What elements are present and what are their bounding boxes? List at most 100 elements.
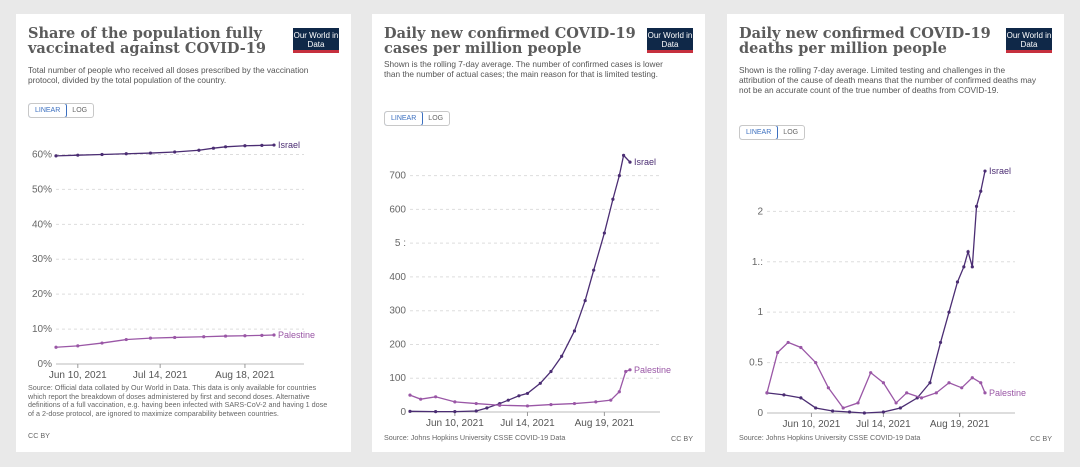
data-point-palestine[interactable] <box>243 334 247 338</box>
data-point-israel[interactable] <box>54 154 58 158</box>
data-point-palestine[interactable] <box>826 386 830 390</box>
data-point-palestine[interactable] <box>474 401 478 406</box>
log-scale-button[interactable]: LOG <box>72 107 88 114</box>
data-point-israel[interactable] <box>434 410 438 414</box>
data-point-palestine[interactable] <box>408 393 412 397</box>
data-point-israel[interactable] <box>223 145 228 149</box>
data-point-israel[interactable] <box>799 396 803 400</box>
data-point-palestine[interactable] <box>919 396 924 400</box>
data-point-palestine[interactable] <box>905 391 909 395</box>
data-point-palestine[interactable] <box>881 381 886 385</box>
data-point-palestine[interactable] <box>594 400 598 404</box>
data-point-israel[interactable] <box>583 298 587 303</box>
series-label-palestine[interactable]: Palestine <box>634 365 671 375</box>
data-point-palestine[interactable] <box>498 403 502 407</box>
data-point-palestine[interactable] <box>841 406 845 410</box>
data-point-israel[interactable] <box>474 409 478 413</box>
data-point-israel[interactable] <box>814 406 818 410</box>
owid-logo[interactable]: Our World in Data <box>293 28 339 53</box>
data-point-israel[interactable] <box>955 280 960 284</box>
linear-scale-button[interactable]: LINEAR <box>740 126 779 139</box>
data-point-israel[interactable] <box>938 340 943 345</box>
data-point-palestine[interactable] <box>223 334 228 338</box>
data-point-israel[interactable] <box>538 381 542 385</box>
data-point-israel[interactable] <box>621 153 626 157</box>
data-point-palestine[interactable] <box>979 381 983 385</box>
data-point-israel[interactable] <box>979 189 983 193</box>
series-label-israel[interactable]: Israel <box>278 140 300 150</box>
data-point-israel[interactable] <box>549 369 553 374</box>
data-point-israel[interactable] <box>974 204 979 208</box>
series-line-israel[interactable] <box>55 144 275 157</box>
data-point-palestine[interactable] <box>609 398 613 402</box>
data-point-israel[interactable] <box>592 268 596 272</box>
data-point-israel[interactable] <box>100 152 104 157</box>
data-point-palestine[interactable] <box>628 368 632 372</box>
data-point-israel[interactable] <box>611 197 615 201</box>
data-point-israel[interactable] <box>947 310 951 314</box>
owid-logo[interactable]: Our World in Data <box>1006 28 1052 53</box>
data-point-palestine[interactable] <box>814 360 818 365</box>
series-line-israel[interactable] <box>409 154 631 413</box>
series-line-palestine[interactable] <box>55 334 275 348</box>
data-point-palestine[interactable] <box>786 340 790 345</box>
log-scale-button[interactable]: LOG <box>428 115 444 122</box>
data-point-israel[interactable] <box>782 393 786 397</box>
license-label[interactable]: CC BY <box>1030 434 1052 443</box>
license-label[interactable]: CC BY <box>671 434 693 443</box>
data-point-israel[interactable] <box>928 381 932 385</box>
license-label[interactable]: CC BY <box>28 431 50 440</box>
series-label-palestine[interactable]: Palestine <box>989 388 1026 398</box>
data-point-israel[interactable] <box>831 409 835 413</box>
data-point-israel[interactable] <box>862 411 866 415</box>
data-point-israel[interactable] <box>148 151 153 155</box>
data-point-palestine[interactable] <box>54 345 58 349</box>
data-point-israel[interactable] <box>211 146 216 150</box>
data-point-palestine[interactable] <box>799 345 803 350</box>
data-point-palestine[interactable] <box>76 344 80 348</box>
data-point-palestine[interactable] <box>525 404 530 408</box>
data-point-palestine[interactable] <box>894 401 898 405</box>
data-point-palestine[interactable] <box>124 337 128 342</box>
data-point-palestine[interactable] <box>970 376 974 380</box>
data-point-israel[interactable] <box>485 406 489 410</box>
data-point-palestine[interactable] <box>419 397 423 401</box>
data-point-israel[interactable] <box>898 406 902 410</box>
data-point-palestine[interactable] <box>260 333 264 337</box>
data-point-palestine[interactable] <box>549 402 553 407</box>
data-point-israel[interactable] <box>525 391 530 396</box>
data-point-israel[interactable] <box>506 398 510 402</box>
data-point-israel[interactable] <box>602 231 606 235</box>
data-point-palestine[interactable] <box>617 390 621 394</box>
series-line-israel[interactable] <box>766 170 986 414</box>
data-point-palestine[interactable] <box>624 369 628 374</box>
data-point-israel[interactable] <box>243 144 247 148</box>
data-point-israel[interactable] <box>197 148 201 152</box>
data-point-palestine[interactable] <box>934 391 938 395</box>
data-point-palestine[interactable] <box>202 335 206 339</box>
data-point-palestine[interactable] <box>453 400 457 404</box>
owid-logo[interactable]: Our World in Data <box>647 28 693 53</box>
series-label-israel[interactable]: Israel <box>634 157 656 167</box>
data-point-israel[interactable] <box>408 409 412 413</box>
data-point-palestine[interactable] <box>765 391 769 395</box>
data-point-israel[interactable] <box>272 143 276 147</box>
data-point-israel[interactable] <box>260 143 264 147</box>
data-point-israel[interactable] <box>962 265 966 269</box>
log-scale-button[interactable]: LOG <box>783 129 799 136</box>
data-point-israel[interactable] <box>847 410 852 414</box>
data-point-israel[interactable] <box>173 150 177 154</box>
linear-scale-button[interactable]: LINEAR <box>29 104 68 117</box>
linear-scale-button[interactable]: LINEAR <box>385 112 424 125</box>
data-point-palestine[interactable] <box>947 381 951 385</box>
data-point-israel[interactable] <box>617 174 621 178</box>
data-point-palestine[interactable] <box>856 401 860 405</box>
data-point-palestine[interactable] <box>572 401 577 406</box>
data-point-palestine[interactable] <box>869 371 873 375</box>
data-point-israel[interactable] <box>966 250 970 254</box>
data-point-israel[interactable] <box>983 169 987 173</box>
data-point-israel[interactable] <box>970 265 974 269</box>
data-point-israel[interactable] <box>453 410 457 414</box>
data-point-palestine[interactable] <box>173 335 177 340</box>
data-point-palestine[interactable] <box>148 336 153 340</box>
